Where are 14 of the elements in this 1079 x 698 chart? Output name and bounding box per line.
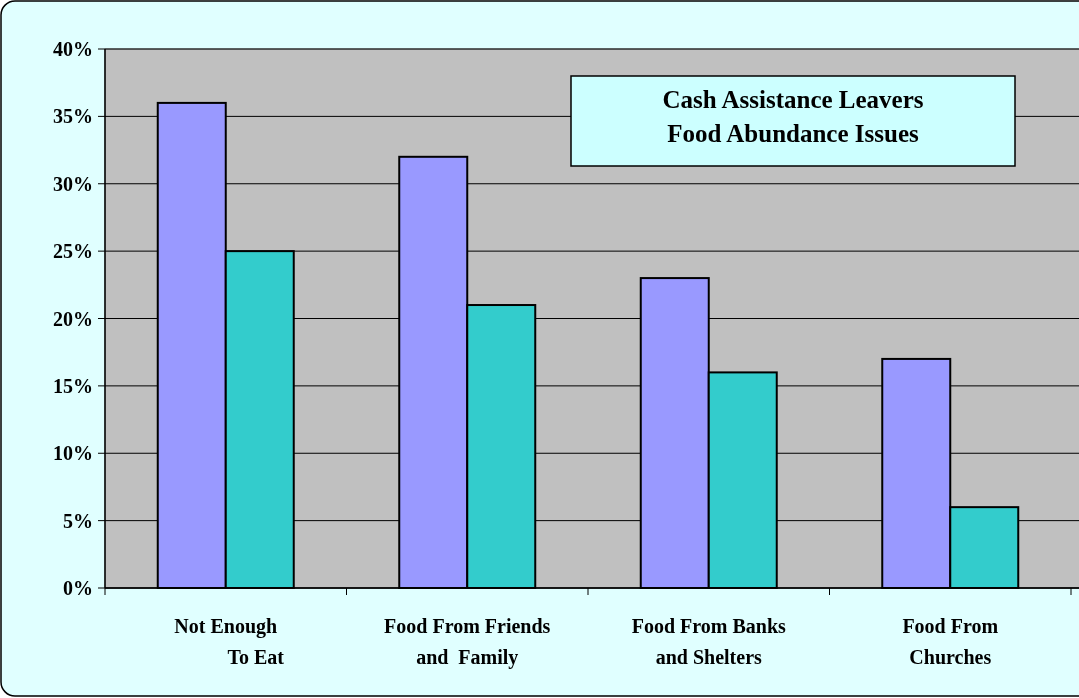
y-tick-label: 20% — [53, 307, 93, 330]
y-tick-label: 35% — [53, 105, 93, 128]
y-tick-label: 40% — [53, 38, 93, 60]
y-tick-label: 5% — [63, 509, 93, 532]
y-tick-label: 0% — [63, 577, 93, 599]
x-tick-label: Not Enough To Eat — [174, 615, 285, 668]
text: Cash Assistance Leavers Food Abundance Issues — [662, 86, 924, 147]
x-tick-label: Food From Friends and Family — [384, 615, 551, 669]
x-tick-label: Food From Churches — [902, 615, 999, 668]
x-tick-label: Food From Banks and Shelters — [631, 615, 787, 668]
y-tick-label: 25% — [53, 240, 93, 263]
y-tick-label: 15% — [53, 374, 93, 397]
y-tick-label: 10% — [53, 442, 93, 465]
y-tick-label: 30% — [53, 172, 93, 195]
